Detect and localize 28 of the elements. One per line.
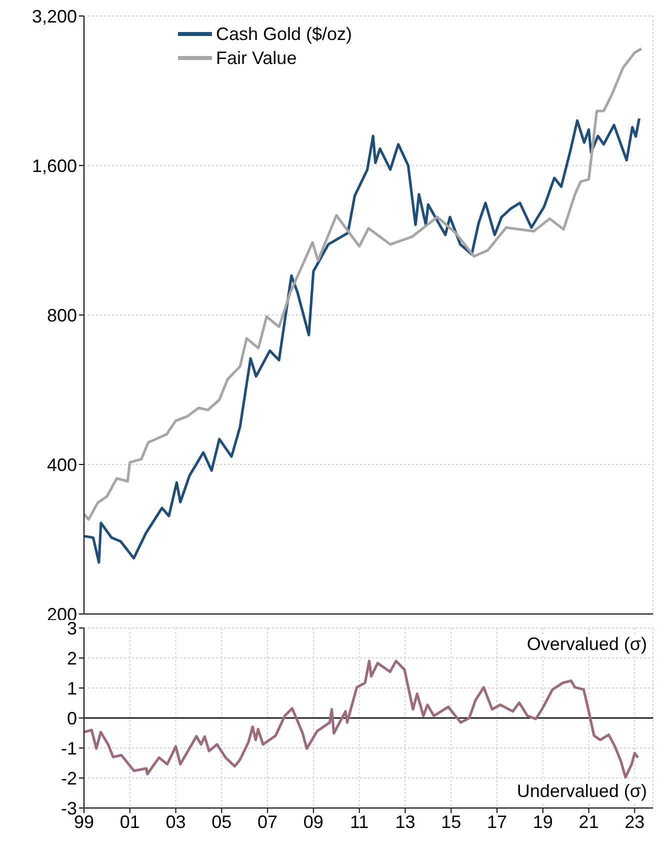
- line-series: [84, 660, 640, 779]
- y-tick-label: 800: [46, 305, 77, 326]
- y-tick-label: 1: [66, 678, 77, 698]
- y-tick-label: 1,600: [32, 156, 77, 176]
- x-tick-label: 17: [486, 812, 507, 832]
- line-series: [84, 117, 641, 564]
- x-tick-label: 15: [441, 812, 462, 832]
- x-tick-label: 01: [120, 812, 140, 832]
- legend-label: Fair Value: [216, 47, 297, 70]
- x-tick-label: 11: [350, 812, 369, 832]
- y-tick-label: 3,200: [32, 6, 77, 26]
- x-tick-label: 03: [166, 812, 186, 832]
- x-tick-label: 13: [395, 812, 416, 832]
- y-tick-label: -2: [60, 768, 77, 788]
- x-tick-label: 05: [212, 812, 232, 832]
- x-tick-label: 21: [578, 812, 599, 832]
- x-tick-label: 23: [624, 812, 645, 832]
- line-series: [84, 47, 643, 521]
- annotation: Undervalued (σ): [516, 781, 647, 802]
- x-tick-label: 07: [258, 812, 278, 832]
- x-tick-label: 19: [532, 812, 553, 832]
- annotation: Overvalued (σ): [526, 634, 647, 655]
- y-tick-label: -1: [60, 738, 77, 758]
- y-tick-label: 2: [66, 648, 77, 668]
- legend-label: Cash Gold ($/oz): [216, 23, 352, 46]
- x-tick-label: 09: [303, 812, 324, 832]
- y-tick-label: 0: [66, 708, 77, 728]
- y-tick-label: 400: [46, 454, 77, 475]
